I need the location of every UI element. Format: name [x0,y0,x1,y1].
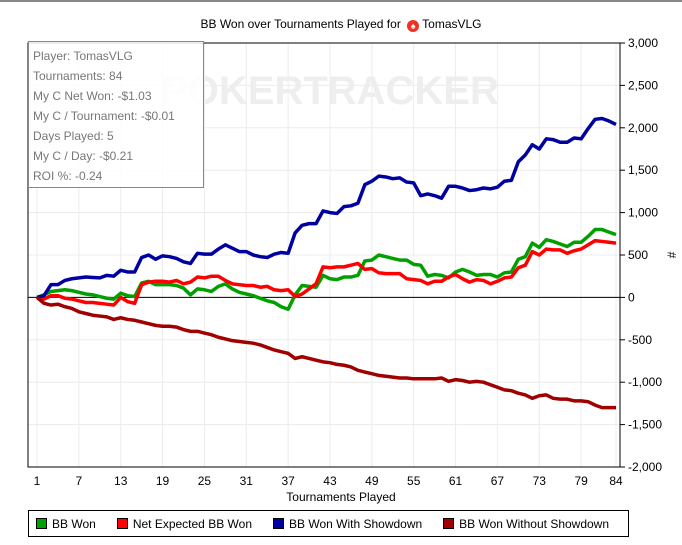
legend-swatch [36,518,47,529]
legend-swatch [273,518,284,529]
x-axis-label: Tournaments Played [286,490,396,504]
series-line-net-expected-bb-won [36,238,617,307]
series-line-bb-won [36,227,617,312]
legend-item[interactable]: BB Won With Showdown [273,517,422,531]
x-tick-label: 7 [76,474,83,488]
x-tick-label: 19 [156,474,170,488]
y-tick-label: 2,500 [628,78,658,92]
x-tick-label: 1 [34,474,41,488]
stat-line: ROI %: -0.24 [33,169,103,183]
chart-title-text: BB Won over Tournaments Played for [200,17,401,31]
x-tick-label: 43 [323,474,337,488]
legend-label: BB Won [52,516,96,531]
legend-item[interactable]: BB Won Without Showdown [443,517,609,531]
x-tick-label: 25 [198,474,212,488]
x-tick-label: 79 [574,474,588,488]
stat-line: Player: TomasVLG [33,49,133,63]
chart-title: BB Won over Tournaments Played for ♠ Toma… [0,17,682,32]
y-tick-label: -2,000 [628,460,662,474]
y-tick-label: 0 [628,290,635,304]
series-line-bb-won-with-showdown [36,116,617,300]
legend-label: BB Won With Showdown [289,516,423,531]
y-tick-label: 1,000 [628,206,658,220]
y-axis-label: # [664,251,679,259]
x-tick-label: 13 [114,474,128,488]
x-tick-label: 73 [533,474,547,488]
legend-item[interactable]: BB Won [36,517,96,531]
y-tick-label: 1,500 [628,163,658,177]
stat-line: Tournaments: 84 [33,69,123,83]
stat-line: My C / Tournament: -$0.01 [33,109,175,123]
x-tick-label: 61 [449,474,463,488]
x-tick-label: 37 [281,474,295,488]
x-tick-label: 49 [365,474,379,488]
stat-line: Days Played: 5 [33,129,114,143]
y-tick-label: -500 [628,333,652,347]
x-tick-label: 67 [491,474,505,488]
x-tick-label: 31 [240,474,254,488]
stats-box: Player: TomasVLG Tournaments: 84 My C Net … [28,41,204,188]
legend-label: Net Expected BB Won [132,516,252,531]
watermark-logo: POKERTRACKER [161,69,499,113]
stat-line: My C Net Won: -$1.03 [33,89,152,103]
series-line-bb-won-without-showdown [35,296,616,410]
legend-swatch [116,518,128,529]
pokerstars-spade-icon: ♠ [407,20,420,32]
legend-swatch [443,518,455,529]
y-tick-label: 2,000 [628,121,658,135]
y-tick-label: 500 [628,248,648,262]
legend-label: BB Won Without Showdown [459,516,610,531]
chart-title-player: TomasVLG [422,17,482,31]
y-tick-label: -1,500 [628,418,662,432]
legend-item[interactable]: Net Expected BB Won [116,516,252,531]
stat-line: My C / Day: -$0.21 [33,149,134,163]
x-tick-label: 84 [609,474,623,488]
y-tick-label: 3,000 [628,36,658,50]
legend: BB Won Net Expected BB Won BB Won With Sho… [28,510,629,537]
x-tick-label: 55 [407,474,421,488]
y-tick-label: -1,000 [628,375,662,389]
